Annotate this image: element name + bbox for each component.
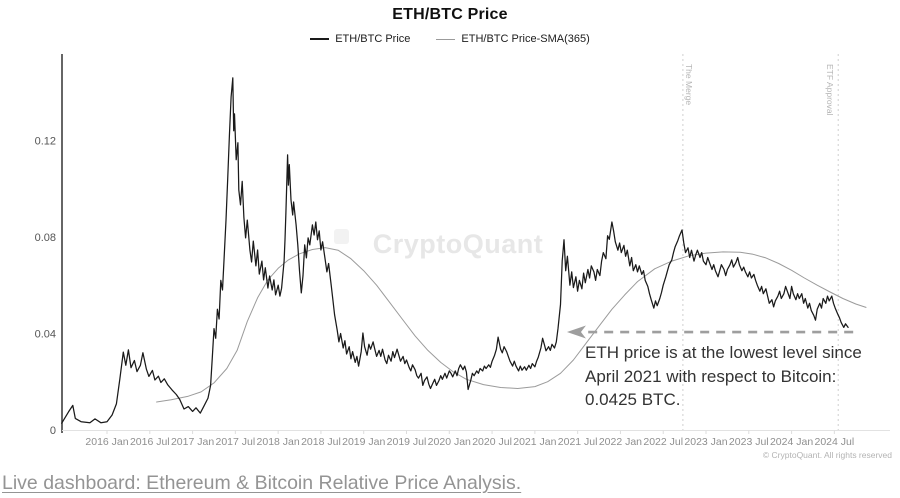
x-tick-label-17: 2024 Jul (815, 436, 855, 448)
x-tick-label-13: 2022 Jul (643, 436, 683, 448)
x-tick-label-9: 2020 Jul (472, 436, 512, 448)
live-dashboard-link[interactable]: Live dashboard: Ethereum & Bitcoin Relat… (2, 472, 522, 494)
x-tick-label-1: 2016 Jul (130, 436, 170, 448)
event-label-0: The Merge (684, 64, 694, 105)
copyright-notice: © CryptoQuant. All rights reserved (762, 450, 892, 460)
chart-legend: ETH/BTC Price ETH/BTC Price-SMA(365) (0, 33, 900, 45)
x-tick-label-12: 2022 Jan (599, 436, 642, 448)
x-tick-label-8: 2020 Jan (428, 436, 471, 448)
x-tick-label-3: 2017 Jul (216, 436, 256, 448)
x-tick-label-10: 2021 Jan (513, 436, 556, 448)
x-tick-label-2: 2017 Jan (171, 436, 214, 448)
legend-item-sma: ETH/BTC Price-SMA(365) (436, 33, 590, 45)
price-series-line (61, 77, 849, 424)
annotation-arrowhead-icon (566, 325, 586, 339)
chart-title: ETH/BTC Price (392, 6, 508, 23)
x-tick-label-6: 2019 Jan (342, 436, 385, 448)
y-tick-label-2: 0.08 (35, 232, 56, 244)
x-tick-label-5: 2018 Jul (301, 436, 341, 448)
legend-item-price: ETH/BTC Price (310, 33, 410, 45)
legend-item-price-label: ETH/BTC Price (335, 33, 411, 45)
annotation-line-2: April 2021 with respect to Bitcoin: (585, 366, 837, 386)
x-tick-label-14: 2023 Jan (684, 436, 727, 448)
x-tick-label-15: 2023 Jul (729, 436, 769, 448)
x-tick-label-4: 2018 Jan (257, 436, 300, 448)
sma-series-line (156, 247, 867, 403)
x-tick-label-11: 2021 Jul (558, 436, 598, 448)
x-tick-label-7: 2019 Jul (387, 436, 427, 448)
event-label-1: ETF Approval (825, 64, 835, 116)
y-tick-label-3: 0.12 (35, 135, 56, 147)
annotation-callout: ETH price is at the lowest level since A… (585, 341, 900, 412)
sma-line-swatch-icon (436, 38, 456, 40)
y-tick-label-1: 0.04 (35, 328, 56, 340)
x-tick-label-16: 2024 Jan (770, 436, 813, 448)
y-tick-label-0: 0 (50, 425, 56, 437)
watermark-text: CryptoQuant (373, 229, 544, 259)
legend-item-sma-label: ETH/BTC Price-SMA(365) (461, 33, 590, 45)
watermark-logo-icon (334, 229, 349, 244)
price-line-swatch-icon (310, 38, 330, 40)
annotation-line-3: 0.0425 BTC. (585, 390, 681, 409)
annotation-line-1: ETH price is at the lowest level since (585, 343, 862, 362)
x-tick-label-0: 2016 Jan (85, 436, 128, 448)
